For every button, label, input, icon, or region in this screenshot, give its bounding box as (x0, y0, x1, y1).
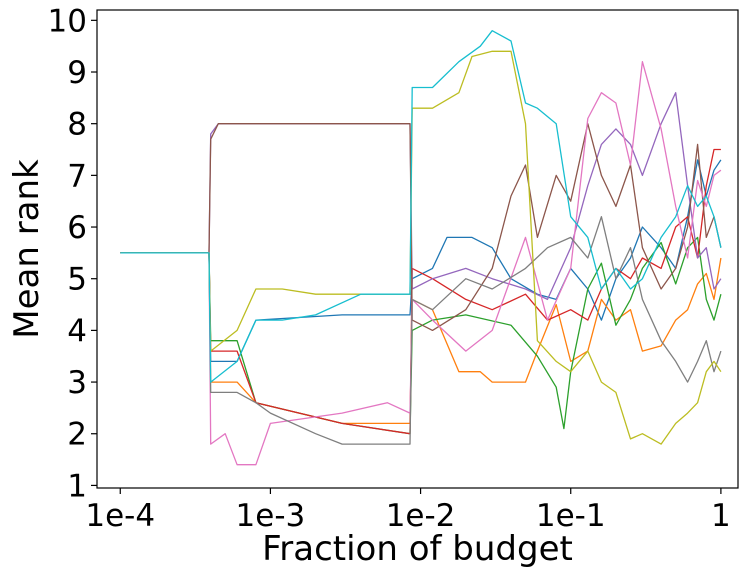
y-tick-label: 5 (67, 262, 87, 298)
y-axis-title: Mean rank (7, 159, 47, 339)
x-tick-label: 1e-3 (236, 498, 306, 534)
x-tick-label: 1e-1 (536, 498, 606, 534)
y-tick-label: 9 (67, 55, 87, 91)
series-line-4 (120, 148, 721, 435)
x-axis-title: Fraction of budget (262, 529, 573, 569)
y-tick-label: 1 (67, 468, 87, 504)
x-axis: 1e-4 1e-3 1e-2 1e-1 1 (85, 488, 731, 534)
plot-lines (120, 30, 722, 466)
y-tick-label: 7 (67, 158, 87, 194)
y-tick-label: 8 (67, 107, 87, 143)
series-line-10 (120, 30, 722, 383)
x-tick-label: 1 (711, 498, 731, 534)
series-line-8 (120, 216, 722, 445)
y-tick-label: 2 (67, 417, 87, 453)
y-tick-label: 6 (67, 210, 87, 246)
y-tick-label: 10 (48, 3, 87, 39)
series-line-9 (120, 50, 722, 445)
y-tick-label: 3 (67, 365, 87, 401)
plot-frame (96, 9, 739, 489)
x-tick-label: 1e-2 (386, 498, 456, 534)
series-line-7 (120, 61, 722, 466)
x-tick-label: 1e-4 (85, 498, 155, 534)
y-tick-label: 4 (67, 313, 87, 349)
y-axis: 1 2 3 4 5 6 7 8 9 10 (48, 3, 97, 504)
